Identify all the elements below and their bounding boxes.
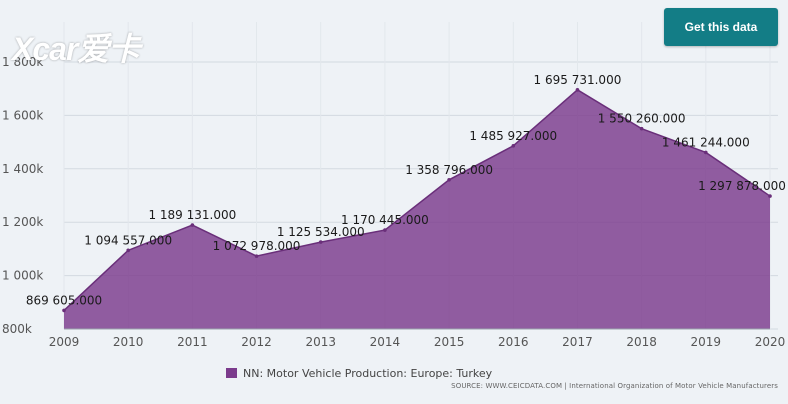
data-point[interactable]	[704, 150, 708, 155]
data-label: 1 358 796.000	[405, 163, 493, 177]
x-tick-label: 2014	[370, 335, 401, 349]
x-tick-label: 2011	[177, 335, 208, 349]
data-point[interactable]	[318, 240, 323, 244]
data-point[interactable]	[383, 228, 387, 232]
y-tick-label: 1 800k	[2, 55, 43, 69]
data-point[interactable]	[511, 144, 516, 148]
data-label: 1 072 978.000	[213, 239, 301, 253]
data-label: 1 550 260.000	[598, 112, 686, 126]
x-tick-label: 2015	[434, 335, 465, 349]
data-point[interactable]	[126, 248, 130, 253]
data-point[interactable]	[639, 126, 644, 131]
x-tick-label: 2020	[755, 335, 786, 349]
data-point[interactable]	[190, 223, 195, 227]
x-tick-label: 2018	[626, 335, 657, 349]
y-tick-label: 1 600k	[2, 108, 43, 122]
watermark-logo: Xcar爱卡	[12, 31, 140, 67]
legend[interactable]: NN: Motor Vehicle Production: Europe: Tu…	[226, 366, 492, 380]
x-tick-label: 2016	[498, 335, 529, 349]
y-tick-label: 1 200k	[2, 215, 43, 229]
data-point[interactable]	[575, 88, 580, 92]
data-point[interactable]	[62, 308, 66, 313]
series-line	[63, 88, 771, 311]
data-label: 869 605.000	[26, 293, 102, 307]
x-tick-label: 2010	[113, 335, 144, 349]
y-tick-label: 800k	[2, 322, 32, 336]
data-label: 1 170 445.000	[341, 213, 429, 227]
y-tick-label: 1 400k	[2, 162, 43, 176]
data-label: 1 125 534.000	[277, 225, 365, 239]
data-label: 1 297 878.000	[698, 179, 786, 193]
data-point[interactable]	[768, 194, 772, 198]
x-tick-label: 2017	[562, 335, 593, 349]
x-tick-label: 2019	[691, 335, 722, 349]
data-label: 1 695 731.000	[534, 73, 622, 87]
get-this-data-button[interactable]: Get this data	[664, 8, 778, 46]
series-area	[64, 89, 770, 329]
data-label: 1 485 927.000	[469, 129, 557, 143]
data-point[interactable]	[254, 254, 259, 258]
data-label: 1 189 131.000	[148, 208, 236, 222]
data-label: 1 461 244.000	[662, 135, 750, 149]
x-tick-label: 2013	[305, 335, 336, 349]
legend-label: NN: Motor Vehicle Production: Europe: Tu…	[243, 366, 493, 380]
source-note: SOURCE: WWW.CEICDATA.COM | International…	[451, 382, 778, 390]
legend-swatch	[226, 368, 237, 378]
data-label: 1 094 557.000	[84, 233, 172, 247]
y-tick-label: 1 000k	[2, 269, 43, 283]
x-tick-label: 2009	[49, 335, 80, 349]
x-tick-label: 2012	[241, 335, 272, 349]
data-point[interactable]	[447, 178, 451, 182]
